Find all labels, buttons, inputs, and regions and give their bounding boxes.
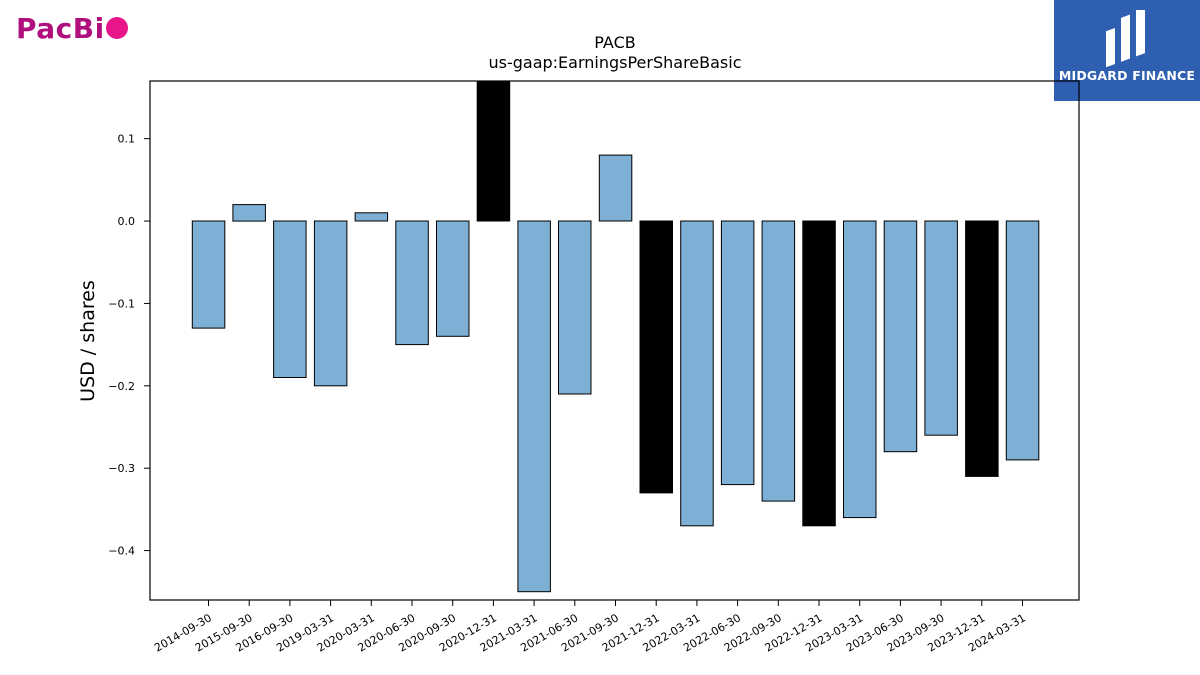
x-ticks-group: 2014-09-302015-09-302016-09-302019-03-31… [152, 600, 1028, 655]
midgard-finance-text: MIDGARD FINANCE [1058, 68, 1196, 83]
bar-2022-09-30 [761, 220, 796, 502]
bar-2022-03-31 [680, 220, 714, 527]
bar-2021-12-31 [639, 220, 673, 494]
y-tick-label: −0.3 [108, 462, 135, 475]
bar-2020-03-31 [354, 212, 389, 222]
bar-2022-12-31 [802, 220, 836, 527]
chart-title: PACB [594, 33, 635, 52]
bar-2020-09-30 [436, 220, 470, 337]
plot-frame [149, 80, 1080, 601]
y-axis-label: USD / shares [77, 280, 99, 402]
chart-subtitle: us-gaap:EarningsPerShareBasic [488, 53, 741, 72]
y-tick-label: −0.4 [108, 545, 135, 558]
bars-group [191, 80, 1040, 593]
bar-2023-06-30 [883, 220, 918, 453]
pacbio-logo: PacBi [16, 8, 128, 48]
y-ticks-group: 0.1 0.0 −0.1 −0.2 −0.3 −0.4 [108, 133, 150, 558]
pacbio-logo-text: PacBi [16, 11, 105, 45]
bar-2016-09-30 [273, 220, 307, 378]
midgard-emblem-icon [1106, 10, 1145, 68]
bar-2023-09-30 [924, 220, 958, 436]
bar-2020-06-30 [395, 220, 429, 346]
bar-2019-03-31 [313, 220, 348, 387]
bar-2015-09-30 [232, 204, 266, 222]
pacbio-logo-dot [105, 17, 128, 39]
bar-2020-12-31 [476, 80, 511, 222]
bar-2023-03-31 [843, 220, 877, 519]
bar-2021-06-30 [558, 220, 592, 395]
y-tick-label: 0.1 [118, 133, 136, 146]
midgard-finance-logo: MIDGARD FINANCE [1054, 0, 1200, 101]
y-tick-label: −0.2 [108, 380, 135, 393]
bar-2021-03-31 [517, 220, 551, 593]
bar-2024-03-31 [1005, 220, 1040, 461]
y-tick-label: 0.0 [118, 215, 136, 228]
bar-2022-06-30 [720, 220, 755, 486]
bar-2021-09-30 [598, 154, 633, 222]
y-tick-label: −0.1 [108, 297, 135, 310]
bar-2014-09-30 [191, 220, 226, 329]
bar-2023-12-31 [965, 220, 999, 477]
